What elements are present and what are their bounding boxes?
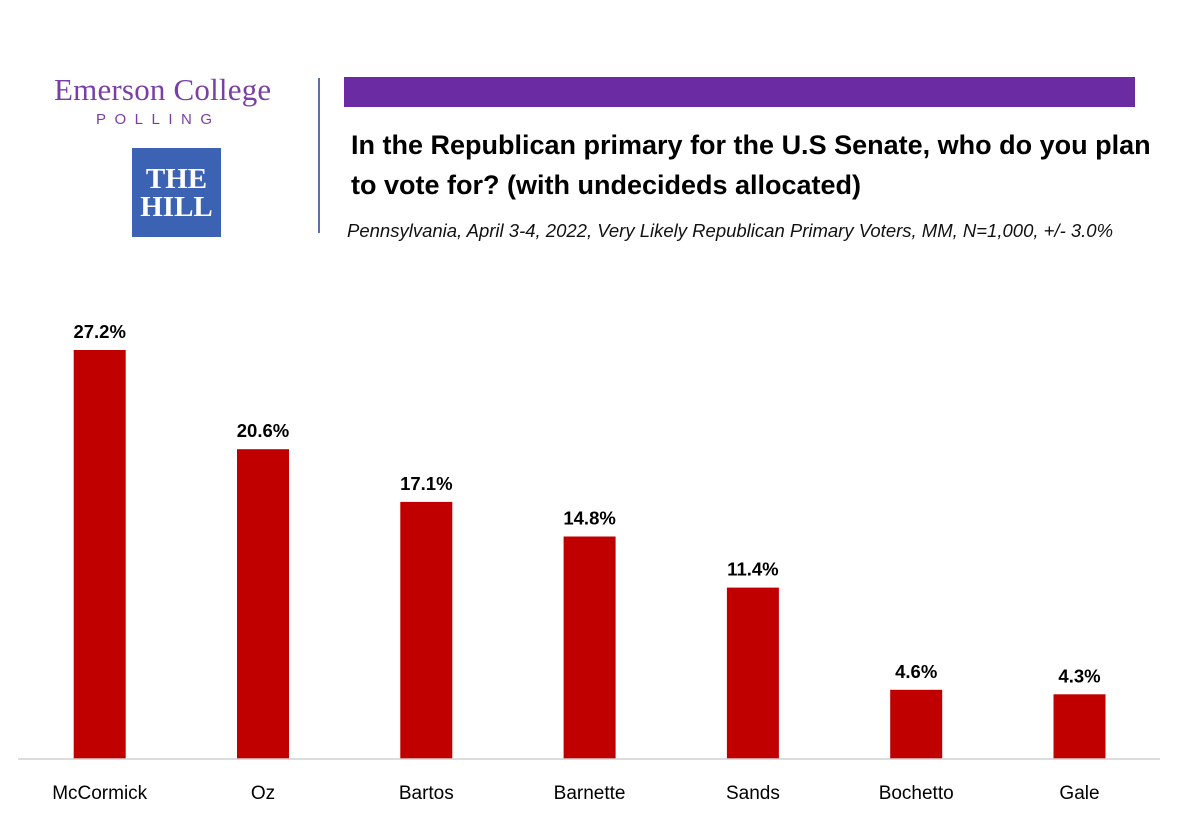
chart-title: In the Republican primary for the U.S Se… xyxy=(351,130,1151,200)
header-accent-bar xyxy=(344,77,1135,107)
bars-group xyxy=(73,350,1106,759)
category-label-oz: Oz xyxy=(251,783,275,804)
pollster-logo-subtitle: POLLING xyxy=(96,111,221,128)
category-label-mccormick: McCormick xyxy=(52,783,147,804)
data-label-gale: 4.3% xyxy=(1058,665,1100,686)
chart-subtitle: Pennsylvania, April 3-4, 2022, Very Like… xyxy=(347,220,1114,241)
bar-barnette xyxy=(563,536,616,759)
category-label-bochetto: Bochetto xyxy=(879,783,954,804)
bar-bartos xyxy=(400,501,453,759)
pollster-logo-name: Emerson College xyxy=(54,72,272,107)
category-label-barnette: Barnette xyxy=(554,783,626,804)
bar-bochetto xyxy=(890,689,943,759)
category-label-sands: Sands xyxy=(726,783,780,804)
data-label-oz: 20.6% xyxy=(237,420,289,441)
partner-logo-line1: THE xyxy=(145,162,208,195)
partner-logo-line2: HILL xyxy=(140,190,213,223)
bar-gale xyxy=(1053,694,1106,759)
bar-sands xyxy=(726,587,779,759)
bar-mccormick xyxy=(73,350,126,759)
labels-group: 27.2% McCormick 20.6% Oz 17.1% Bartos 14.8% Bar… xyxy=(52,321,1100,804)
data-label-bartos: 17.1% xyxy=(400,473,452,494)
data-label-bochetto: 4.6% xyxy=(895,661,937,682)
data-label-mccormick: 27.2% xyxy=(73,321,125,342)
bar-oz xyxy=(237,449,289,759)
data-label-sands: 11.4% xyxy=(727,559,778,580)
header-divider xyxy=(318,78,320,233)
category-label-bartos: Bartos xyxy=(399,783,454,804)
category-label-gale: Gale xyxy=(1059,783,1099,804)
data-label-barnette: 14.8% xyxy=(563,508,615,529)
partner-logo: THE HILL xyxy=(132,148,221,237)
